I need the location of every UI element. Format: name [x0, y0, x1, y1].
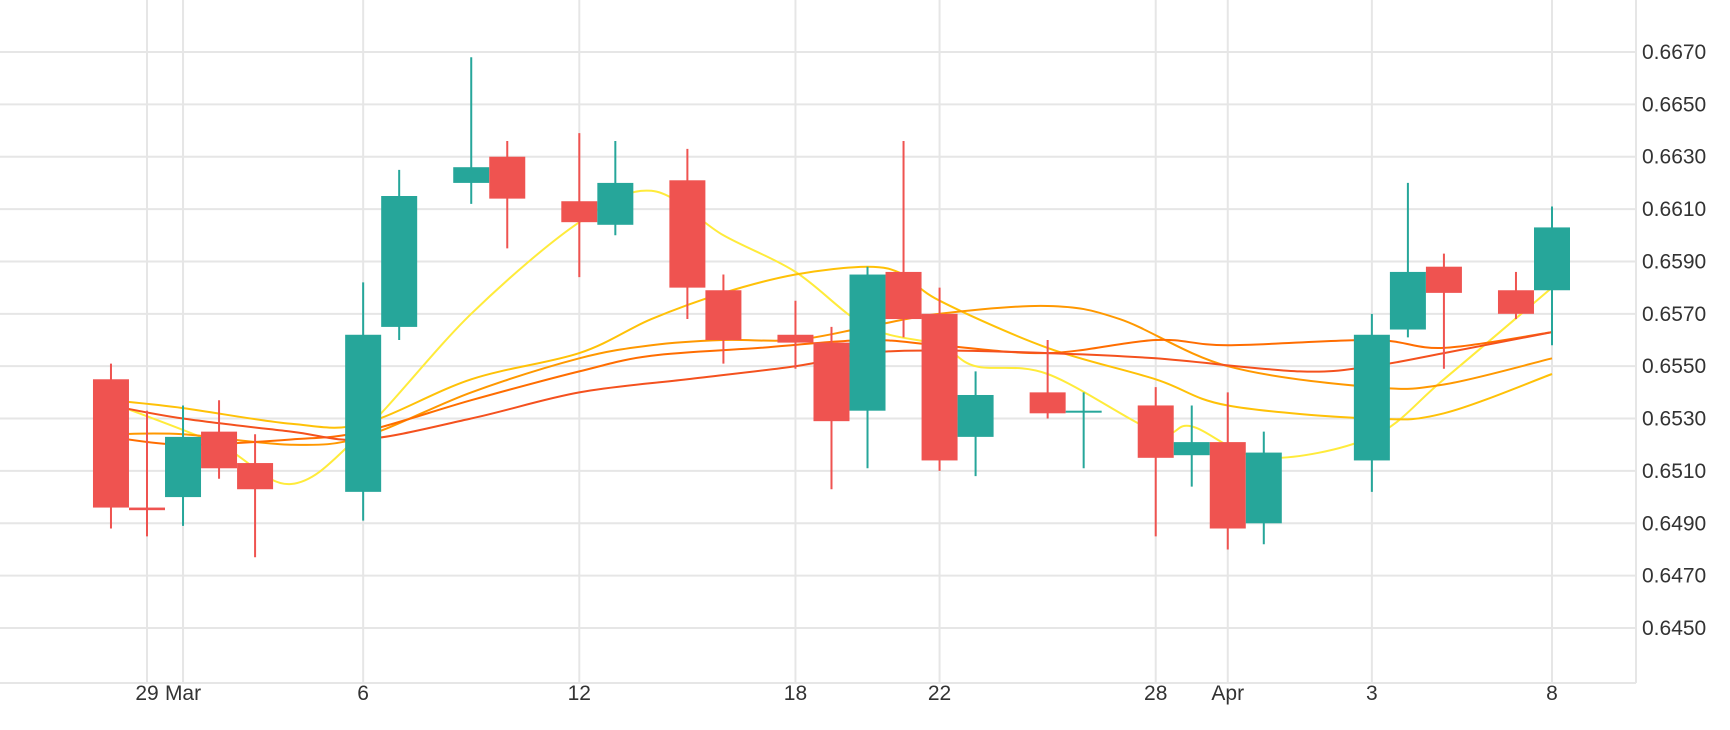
candle-down	[813, 326, 850, 490]
candle-body	[1534, 227, 1570, 291]
candle-down	[129, 410, 165, 537]
y-tick-label: 0.6650	[1642, 93, 1706, 116]
candle-up	[1389, 182, 1426, 338]
candle-body	[1353, 334, 1390, 461]
y-tick-label: 0.6450	[1642, 617, 1706, 640]
candle-down	[1029, 340, 1066, 419]
x-tick-label: 22	[928, 682, 951, 705]
x-tick-label: 28	[1144, 682, 1167, 705]
candle-up	[1173, 405, 1210, 487]
y-tick-label: 0.6610	[1642, 198, 1706, 221]
candle-body	[561, 201, 598, 223]
candle-up	[1245, 431, 1282, 545]
candle-body	[813, 342, 850, 422]
candle-down	[1209, 392, 1246, 550]
candle-body	[885, 271, 922, 320]
candle-body	[1389, 271, 1426, 330]
y-tick-label: 0.6530	[1642, 408, 1706, 431]
candle-body	[597, 182, 634, 225]
y-tick-label: 0.6510	[1642, 460, 1706, 483]
candle-up	[597, 141, 634, 236]
candle-body	[1245, 452, 1282, 524]
candle-up	[453, 57, 490, 204]
moving-average-line	[110, 331, 1553, 446]
candle-body	[381, 196, 418, 327]
x-tick-label: 8	[1546, 682, 1558, 705]
x-tick-label: 6	[357, 682, 369, 705]
candle-down	[1137, 387, 1174, 537]
y-tick-label: 0.6490	[1642, 512, 1706, 535]
y-tick-label: 0.6630	[1642, 146, 1706, 169]
x-axis: 29 Mar 6 12 18 22 28 Apr 3 8	[135, 682, 1558, 705]
candle-body	[777, 334, 814, 343]
candle-up	[345, 282, 382, 521]
candle-body	[921, 313, 958, 461]
candle-down	[921, 287, 958, 471]
candle-body	[1425, 266, 1462, 293]
candle-down	[705, 274, 742, 364]
candle-down	[669, 148, 706, 320]
candle-up	[1353, 313, 1390, 492]
candle-down	[1425, 253, 1462, 369]
candle-down	[201, 400, 238, 479]
candle-body	[345, 334, 382, 492]
x-tick-label: 3	[1366, 682, 1378, 705]
candle-body	[849, 274, 886, 411]
candle-body	[453, 167, 490, 183]
y-tick-label: 0.6670	[1642, 41, 1706, 64]
candle-up	[957, 371, 994, 477]
candle-down	[777, 300, 814, 369]
y-tick-label: 0.6570	[1642, 303, 1706, 326]
candle-down	[1497, 271, 1534, 320]
candle-down	[92, 363, 129, 529]
y-tick-label: 0.6590	[1642, 250, 1706, 273]
candle-body	[1497, 290, 1534, 314]
candle-body	[92, 379, 129, 508]
candle-body	[237, 463, 274, 490]
candle-up	[381, 169, 418, 340]
candle-body	[1209, 442, 1246, 529]
candle-body	[705, 290, 742, 340]
candle-up	[165, 405, 202, 526]
candle-up	[1065, 392, 1102, 469]
candle-body	[1029, 392, 1066, 414]
y-axis: 0.6670 0.6650 0.6630 0.6610 0.6590 0.6570 0.65…	[1642, 41, 1706, 640]
candle-down	[561, 133, 598, 278]
x-tick-label: Mar	[165, 682, 201, 705]
candle-body	[129, 507, 165, 511]
candle-body	[1173, 442, 1210, 456]
candle-down	[237, 434, 274, 558]
y-tick-label: 0.6470	[1642, 565, 1706, 588]
candle-body	[957, 394, 994, 437]
x-tick-label: Apr	[1211, 682, 1244, 705]
candle-body	[1137, 405, 1174, 458]
candles	[92, 57, 1570, 558]
y-tick-label: 0.6550	[1642, 355, 1706, 378]
candle-body	[489, 156, 526, 199]
candle-up	[1534, 206, 1570, 346]
x-tick-label: 29	[135, 682, 158, 705]
x-tick-label: 18	[784, 682, 807, 705]
candle-down	[885, 141, 922, 338]
candle-body	[201, 431, 238, 469]
candle-body	[669, 180, 706, 288]
candle-down	[489, 141, 526, 249]
x-tick-label: 12	[568, 682, 591, 705]
candle-body	[1065, 410, 1102, 413]
candle-up	[849, 266, 886, 469]
candle-body	[165, 436, 202, 498]
